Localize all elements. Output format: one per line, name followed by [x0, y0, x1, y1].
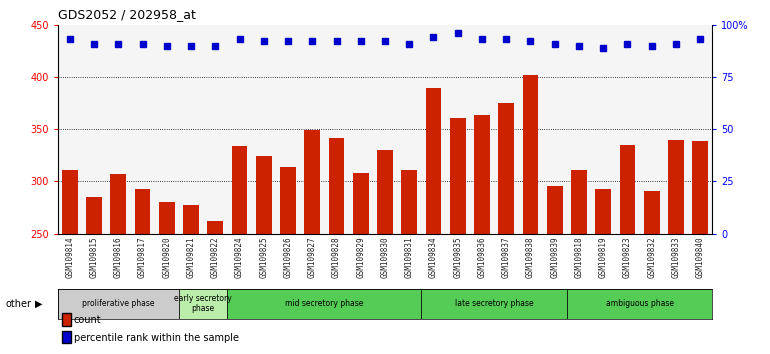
- Bar: [571, 170, 587, 234]
- Text: GSM109830: GSM109830: [380, 236, 390, 278]
- Bar: [353, 173, 369, 234]
- Bar: [304, 130, 320, 234]
- Text: GSM109817: GSM109817: [138, 236, 147, 278]
- Text: other: other: [5, 298, 32, 309]
- Text: ▶: ▶: [35, 298, 42, 309]
- Text: GSM109840: GSM109840: [695, 236, 705, 278]
- Bar: [401, 170, 417, 234]
- Text: percentile rank within the sample: percentile rank within the sample: [74, 333, 239, 343]
- Bar: [498, 103, 514, 234]
- Bar: [86, 197, 102, 234]
- Text: GSM109826: GSM109826: [283, 236, 293, 278]
- Bar: [62, 170, 78, 234]
- Text: GSM109836: GSM109836: [477, 236, 487, 278]
- Bar: [183, 205, 199, 234]
- Bar: [159, 202, 175, 234]
- Text: GSM109832: GSM109832: [647, 236, 656, 278]
- Bar: [450, 118, 466, 234]
- Text: late secretory phase: late secretory phase: [455, 299, 534, 308]
- Text: GSM109839: GSM109839: [551, 236, 559, 278]
- Bar: [668, 139, 684, 234]
- Text: GDS2052 / 202958_at: GDS2052 / 202958_at: [58, 8, 196, 22]
- Bar: [421, 289, 567, 319]
- Bar: [179, 289, 227, 319]
- Bar: [567, 289, 712, 319]
- Bar: [377, 150, 393, 234]
- Text: GSM109838: GSM109838: [526, 236, 535, 278]
- Text: GSM109837: GSM109837: [502, 236, 511, 278]
- Bar: [692, 141, 708, 234]
- Bar: [227, 289, 421, 319]
- Text: GSM109821: GSM109821: [186, 236, 196, 278]
- Text: GSM109818: GSM109818: [574, 236, 584, 278]
- Text: proliferative phase: proliferative phase: [82, 299, 155, 308]
- Bar: [523, 75, 538, 234]
- Bar: [256, 156, 272, 234]
- Text: ambiguous phase: ambiguous phase: [605, 299, 674, 308]
- Text: GSM109814: GSM109814: [65, 236, 75, 278]
- Text: GSM109822: GSM109822: [211, 236, 219, 278]
- Text: GSM109827: GSM109827: [308, 236, 316, 278]
- Text: GSM109819: GSM109819: [598, 236, 608, 278]
- Text: GSM109828: GSM109828: [332, 236, 341, 278]
- Bar: [207, 221, 223, 234]
- Bar: [547, 185, 563, 234]
- Bar: [280, 167, 296, 234]
- Bar: [595, 189, 611, 234]
- Bar: [474, 115, 490, 234]
- Text: early secretory
phase: early secretory phase: [174, 294, 232, 313]
- Text: count: count: [74, 315, 102, 325]
- Text: GSM109829: GSM109829: [357, 236, 365, 278]
- Text: GSM109831: GSM109831: [405, 236, 413, 278]
- Text: mid secretory phase: mid secretory phase: [285, 299, 363, 308]
- Bar: [620, 145, 635, 234]
- Bar: [232, 146, 247, 234]
- Text: GSM109823: GSM109823: [623, 236, 632, 278]
- Bar: [58, 289, 179, 319]
- Text: GSM109815: GSM109815: [89, 236, 99, 278]
- Bar: [644, 191, 660, 234]
- Bar: [110, 174, 126, 234]
- Bar: [329, 138, 344, 234]
- Text: GSM109833: GSM109833: [671, 236, 681, 278]
- Text: GSM109824: GSM109824: [235, 236, 244, 278]
- Text: GSM109835: GSM109835: [454, 236, 462, 278]
- Text: GSM109825: GSM109825: [259, 236, 268, 278]
- Text: GSM109816: GSM109816: [114, 236, 123, 278]
- Bar: [135, 189, 150, 234]
- Text: GSM109834: GSM109834: [429, 236, 438, 278]
- Text: GSM109820: GSM109820: [162, 236, 172, 278]
- Bar: [426, 88, 441, 234]
